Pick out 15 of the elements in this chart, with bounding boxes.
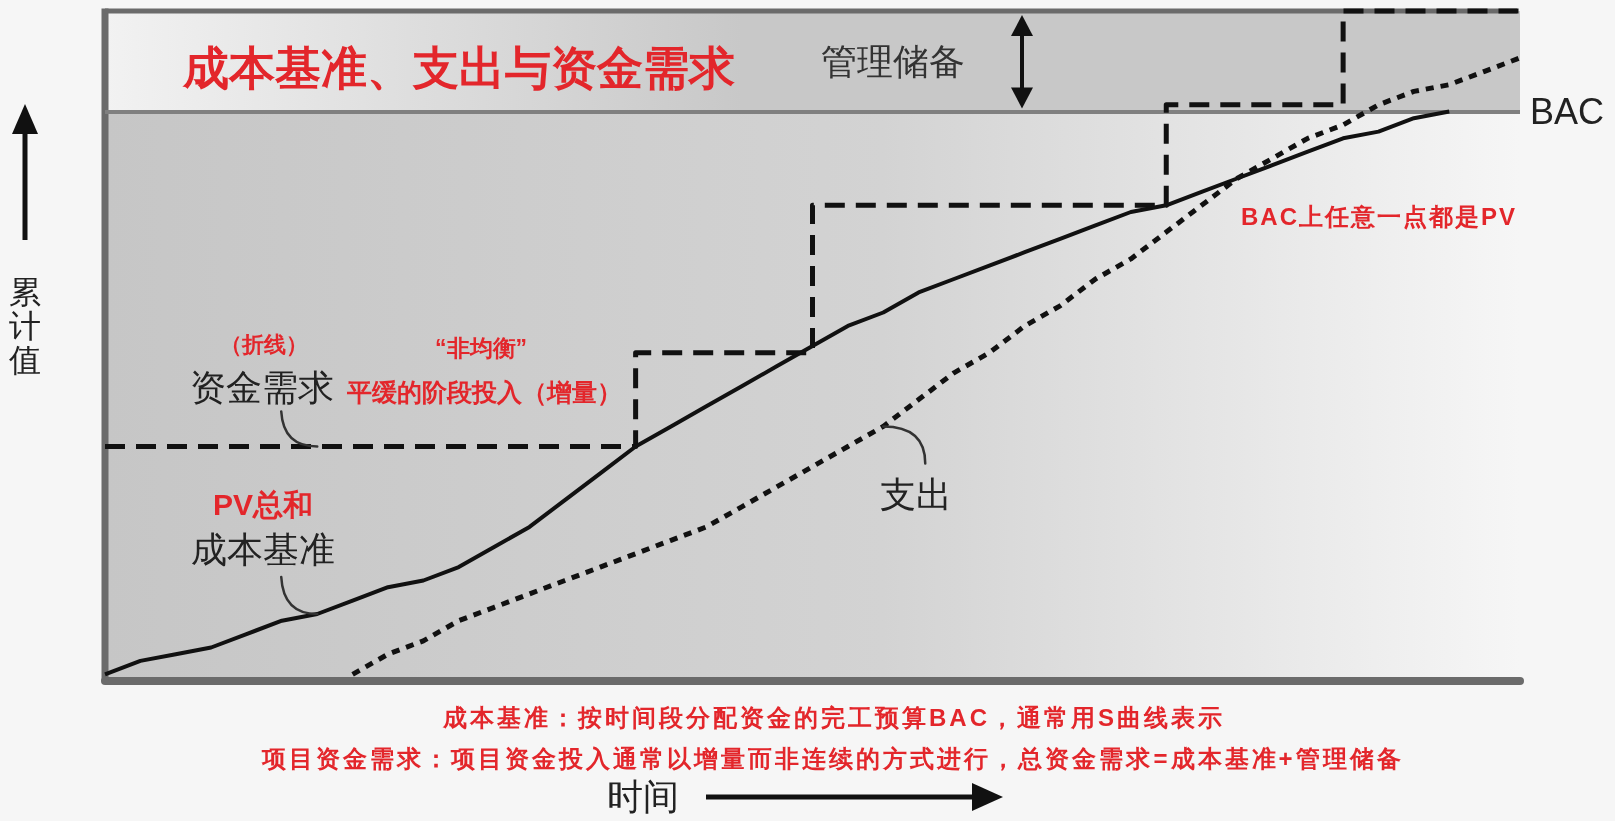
text: 成本基准：按时间段分配资金的完工预算BAC，通常用S曲线表示 (442, 704, 1226, 731)
series-label: 支出 (880, 474, 953, 516)
y-axis-title: 累计值 (9, 274, 41, 378)
annotation: PV总和 (212, 488, 314, 521)
band-label: 管理储备 (821, 41, 965, 83)
series-label: 资金需求 (190, 366, 335, 408)
annotation: “非均衡” (435, 334, 527, 361)
x-axis-title: 时间 (607, 776, 679, 817)
annotation: 平缓的阶段投入（增量） (346, 377, 622, 406)
annotation: BAC上任意一点都是PV (1240, 203, 1518, 230)
text: 成本基准、支出与资金需求 (182, 42, 735, 94)
series-label: 成本基准 (191, 529, 336, 570)
annotation: （折线） (220, 332, 308, 357)
text: 项目资金需求：项目资金投入通常以增量而非连续的方式进行，总资金需求=成本基准+管理储备 (262, 745, 1404, 772)
ref-line-label: BAC (1530, 91, 1605, 132)
